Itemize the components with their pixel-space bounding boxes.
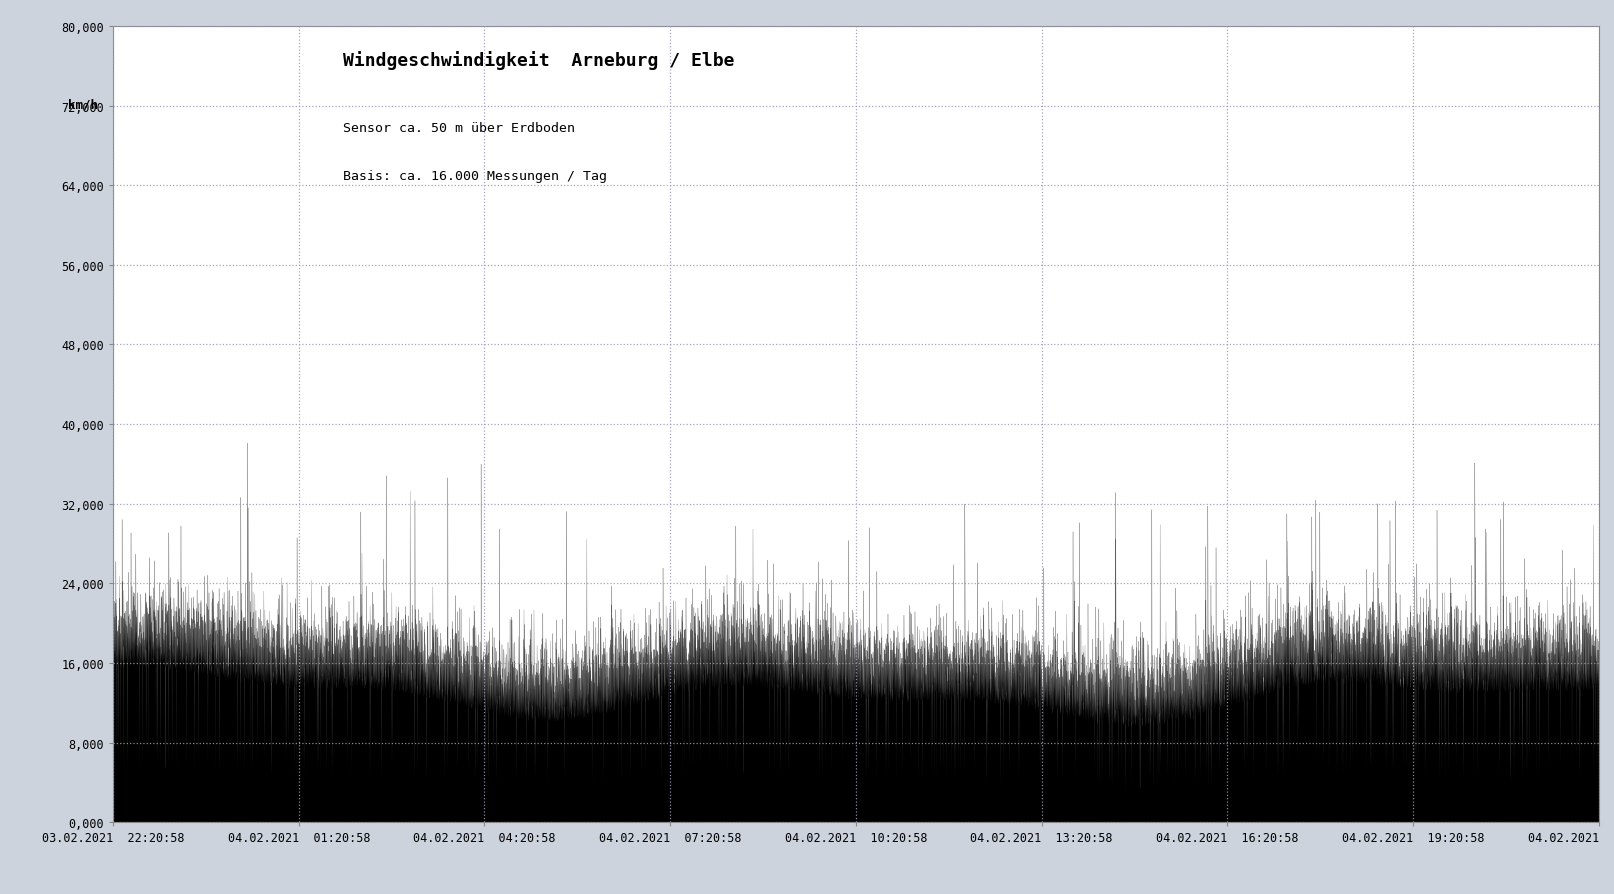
Text: Windgeschwindigkeit  Arneburg / Elbe: Windgeschwindigkeit Arneburg / Elbe <box>344 51 734 70</box>
Text: Sensor ca. 50 m über Erdboden: Sensor ca. 50 m über Erdboden <box>344 122 575 135</box>
Text: Basis: ca. 16.000 Messungen / Tag: Basis: ca. 16.000 Messungen / Tag <box>344 170 607 183</box>
Text: km/h: km/h <box>68 98 98 112</box>
